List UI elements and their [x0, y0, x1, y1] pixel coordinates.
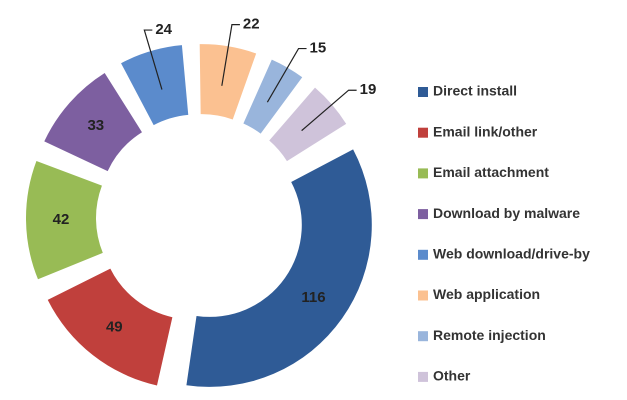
legend-swatch [418, 127, 428, 138]
legend-label: Web application [433, 286, 540, 302]
legend-swatch [418, 249, 428, 260]
legend-label: Email link/other [433, 123, 538, 139]
value-label: 15 [310, 40, 327, 57]
value-label: 19 [360, 81, 377, 98]
donut-segment [186, 149, 372, 387]
legend-swatch [418, 87, 428, 97]
donut-segment [44, 72, 142, 172]
legend-swatch [418, 371, 428, 382]
legend-label: Email attachment [433, 164, 549, 180]
legend-label: Direct install [433, 83, 517, 99]
leader-line [143, 29, 163, 90]
legend-swatch [418, 209, 428, 220]
donut-segment [121, 45, 189, 126]
value-label: 42 [53, 211, 70, 228]
value-label: 24 [155, 21, 172, 38]
legend-label: Remote injection [433, 327, 546, 343]
donut-segment [269, 87, 347, 162]
donut-segment [199, 44, 257, 120]
legend-label: Download by malware [433, 205, 580, 221]
leader-line [266, 47, 307, 103]
value-label: 49 [106, 318, 123, 335]
legend-swatch [418, 290, 428, 301]
donut-segment [47, 268, 173, 386]
value-label: 22 [243, 16, 260, 33]
legend-swatch [418, 331, 428, 342]
legend-label: Other [433, 368, 471, 384]
legend-label: Web download/drive-by [433, 246, 590, 262]
leader-line [301, 89, 357, 132]
donut-segment [26, 160, 103, 280]
leader-line [221, 24, 240, 86]
value-label: 33 [87, 117, 104, 134]
value-label: 116 [301, 289, 325, 306]
donut-segment [243, 59, 303, 134]
legend-swatch [418, 168, 428, 179]
